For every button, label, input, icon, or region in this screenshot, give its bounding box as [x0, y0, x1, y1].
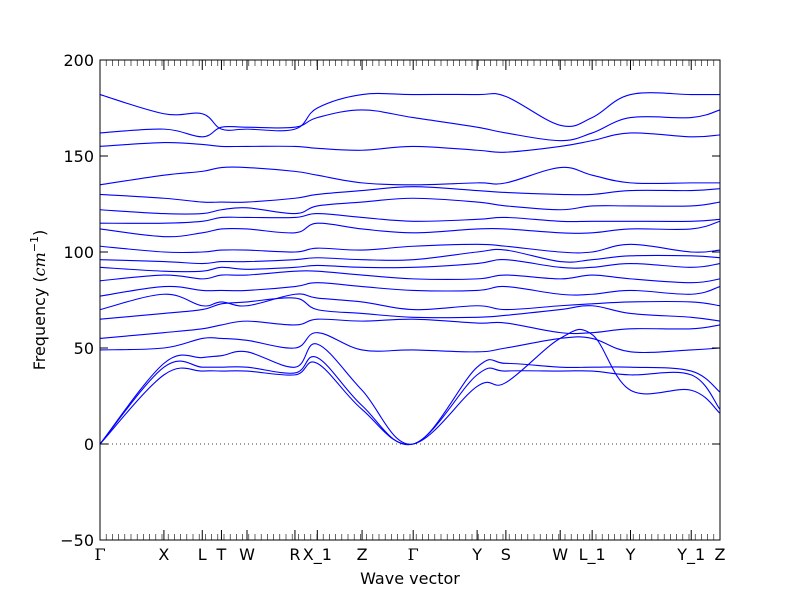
qpoint-label: W: [239, 545, 255, 564]
minor-tick-layer: [99, 60, 721, 540]
y-tick-label: 0: [84, 435, 94, 454]
qpoint-label: L: [198, 545, 207, 564]
qpoint-label: Y: [471, 545, 482, 564]
band-line-7: [99, 293, 721, 311]
x-axis-qpoint-labels: Γ X L T W R X_1 Z Γ Y S W L_1 Y Y_1 Z: [94, 545, 725, 565]
y-tick-label: 150: [63, 147, 94, 166]
band-line-13: [99, 220, 721, 238]
y-axis-label-unit-exponent: −1: [28, 236, 41, 252]
band-line-16: [99, 186, 721, 203]
x-axis-label: Wave vector: [360, 569, 460, 588]
qpoint-label: T: [216, 545, 227, 564]
band-line-9: [99, 270, 721, 284]
y-tick-label: 200: [63, 51, 94, 70]
band-line-14: [99, 213, 721, 224]
qpoint-label: Γ: [408, 545, 419, 564]
y-axis-label: Frequency (cm−1): [28, 230, 49, 371]
band-line-17: [99, 166, 720, 186]
qpoint-label: Y_1: [676, 545, 705, 565]
qpoint-label: L_1: [579, 545, 606, 565]
qpoint-label: X_1: [303, 545, 332, 565]
band-line-3: [99, 343, 721, 445]
qpoint-label: Γ: [94, 545, 105, 564]
band-line-20: [99, 92, 720, 132]
y-tick-label: 50: [74, 339, 94, 358]
plot-area-frame: [99, 59, 721, 541]
band-line-18: [99, 132, 721, 153]
y-axis-label-unit: cm: [30, 252, 49, 276]
band-line-5: [99, 318, 721, 339]
band-line-15: [99, 197, 721, 215]
y-axis-ticks: −50 0 50 100 150 200: [60, 51, 720, 550]
band-line-4: [99, 332, 721, 354]
qpoint-tick-layer: [99, 60, 721, 540]
y-axis-label-close: ): [30, 230, 49, 236]
y-tick-label: −50: [60, 531, 94, 550]
qpoint-label: R: [289, 545, 300, 564]
phonon-bands: [99, 92, 721, 446]
band-line-10: [99, 259, 721, 273]
band-line-19: [99, 109, 721, 142]
band-line-6: [99, 297, 721, 322]
qpoint-label: S: [501, 545, 511, 564]
qpoint-label: X: [158, 545, 169, 564]
band-line-8: [99, 282, 721, 297]
qpoint-label: W: [552, 545, 568, 564]
y-axis-label-text: Frequency (: [30, 276, 49, 370]
band-line-12: [99, 243, 721, 254]
band-line-2: [99, 355, 721, 446]
y-tick-label: 100: [63, 243, 94, 262]
qpoint-label: Z: [357, 545, 368, 564]
band-line-11: [99, 248, 721, 265]
qpoint-label: Y: [625, 545, 636, 564]
qpoint-label: Z: [715, 545, 726, 564]
